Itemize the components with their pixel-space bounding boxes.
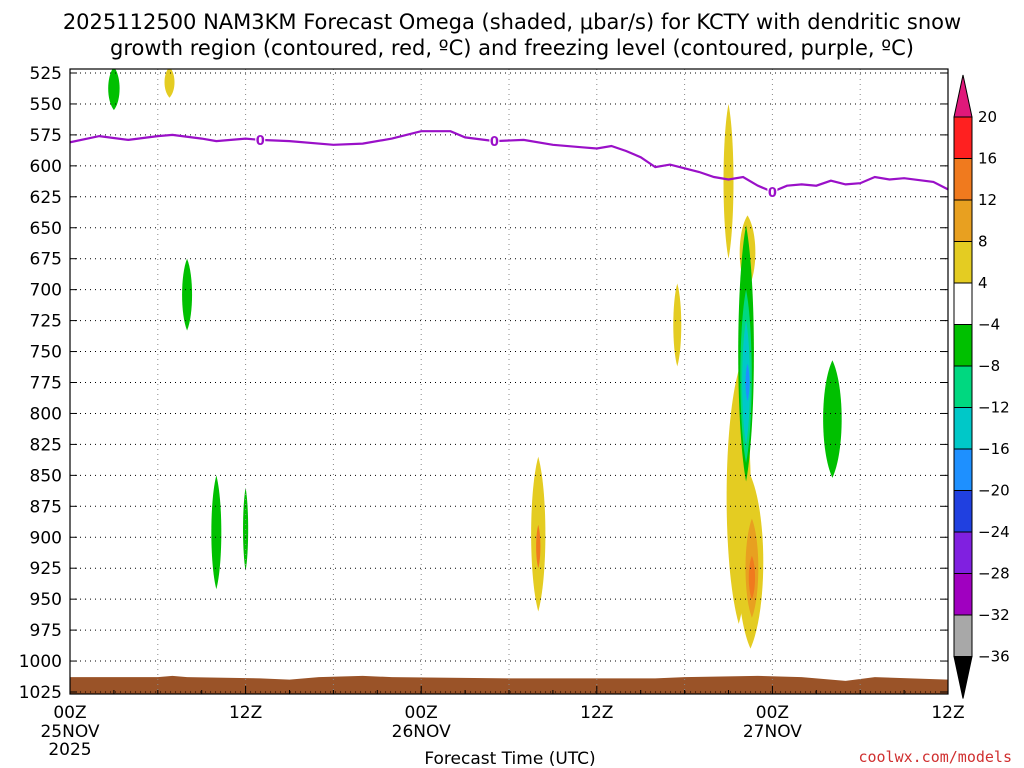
- plot-area: 0 0 0: [70, 69, 948, 694]
- y-tick-label-10: 775: [30, 374, 62, 394]
- omega-feature-2: [182, 258, 193, 331]
- x-tick-date-4: 27NOV: [743, 722, 802, 742]
- colorbar-label-13: −36: [978, 648, 1010, 666]
- credit-text: coolwx.com/models: [858, 748, 1012, 766]
- x-axis-label: Forecast Time (UTC): [424, 749, 595, 768]
- omega-feature-8: [723, 103, 734, 259]
- x-tick-date-0: 25NOV: [40, 722, 99, 742]
- y-tick-label-3: 600: [30, 157, 62, 177]
- axes: 525 550 575 600 625 650 675 700 725 750 775 800 825 8…: [19, 64, 965, 760]
- x-tick-label-4: 00Z: [756, 703, 789, 723]
- y-tick-label-18: 975: [30, 621, 62, 641]
- colorbar-label-1: 16: [978, 150, 997, 168]
- colorbar-swatch-5: [953, 324, 973, 367]
- y-tick-label-0: 525: [30, 64, 62, 84]
- colorbar-label-0: 20: [978, 108, 997, 126]
- x-tick-date-2: 26NOV: [392, 722, 451, 742]
- colorbar-swatch-4: [953, 282, 973, 325]
- freezing-level-line: [70, 130, 948, 193]
- colorbar-label-7: −12: [978, 399, 1010, 417]
- omega-feature-0: [108, 69, 120, 111]
- freezing-label-bg-1: [489, 133, 500, 150]
- y-tick-label-17: 950: [30, 590, 62, 610]
- colorbar-label-8: −16: [978, 440, 1010, 458]
- colorbar-swatch-2: [953, 199, 973, 242]
- colorbar-swatch-9: [953, 490, 973, 533]
- colorbar-label-2: 12: [978, 191, 997, 209]
- x-tick-label-1: 12Z: [229, 703, 262, 723]
- omega-feature-18: [823, 360, 842, 478]
- y-tick-label-14: 875: [30, 497, 62, 517]
- y-tick-label-9: 750: [30, 343, 62, 363]
- colorbar-swatch-12: [953, 614, 973, 657]
- x-tick-label-0: 00Z: [53, 703, 86, 723]
- colorbar-label-11: −28: [978, 565, 1010, 583]
- colorbar-arrow-top: [953, 74, 973, 118]
- colorbar-label-4: 4: [978, 274, 988, 292]
- colorbar-swatch-0: [953, 116, 973, 159]
- x-tick-label-5: 12Z: [931, 703, 964, 723]
- colorbar-label-6: −8: [978, 357, 1000, 375]
- omega-feature-6: [536, 524, 541, 569]
- y-tick-label-15: 900: [30, 528, 62, 548]
- freezing-level-label-2: 0: [768, 186, 777, 201]
- y-tick-label-2: 575: [30, 126, 62, 146]
- colorbar-swatch-1: [953, 158, 973, 201]
- colorbar-swatch-10: [953, 531, 973, 574]
- colorbar-swatch-8: [953, 448, 973, 491]
- y-tick-label-12: 825: [30, 435, 62, 455]
- omega-feature-1: [164, 69, 175, 98]
- omega-feature-13: [748, 555, 756, 600]
- colorbar-swatch-11: [953, 573, 973, 616]
- y-tick-label-6: 675: [30, 250, 62, 270]
- omega-colorbar: 20 16 12 8 4 −4 −8 −12 −16 −20 −24 −28 −32 −36: [953, 74, 1010, 699]
- colorbar-label-12: −32: [978, 606, 1010, 624]
- chart-title-line2: growth region (contoured, red, ºC) and f…: [110, 36, 914, 60]
- y-tick-label-8: 725: [30, 312, 62, 332]
- y-tick-label-16: 925: [30, 559, 62, 579]
- y-tick-label-11: 800: [30, 404, 62, 424]
- freezing-label-bg-2: [767, 183, 778, 200]
- x-tick-year-0: 2025: [48, 740, 91, 760]
- colorbar-swatch-3: [953, 241, 973, 284]
- x-tick-label-2: 00Z: [405, 703, 438, 723]
- y-tick-label-1: 550: [30, 95, 62, 115]
- colorbar-arrow-bottom: [953, 656, 973, 699]
- colorbar-swatch-6: [953, 365, 973, 408]
- colorbar-label-9: −20: [978, 482, 1010, 500]
- y-tick-label-7: 700: [30, 281, 62, 301]
- y-tick-label-13: 850: [30, 466, 62, 486]
- colorbar-label-3: 8: [978, 233, 988, 251]
- omega-feature-3: [211, 475, 222, 590]
- colorbar-label-10: −24: [978, 523, 1010, 541]
- colorbar-label-5: −4: [978, 316, 1000, 334]
- freezing-label-bg-0: [255, 131, 266, 148]
- colorbar-swatch-7: [953, 407, 973, 450]
- y-tick-label-20: 1025: [19, 683, 62, 703]
- chart-title-line1: 2025112500 NAM3KM Forecast Omega (shaded…: [63, 10, 961, 34]
- plot-frame: [69, 68, 949, 695]
- y-tick-label-5: 650: [30, 219, 62, 239]
- y-tick-label-19: 1000: [19, 652, 62, 672]
- omega-feature-7: [673, 283, 682, 367]
- omega-feature-17: [745, 363, 750, 402]
- freezing-level-label-1: 0: [490, 135, 499, 150]
- freezing-level-label-0: 0: [256, 134, 265, 149]
- y-tick-label-4: 625: [30, 188, 62, 208]
- x-tick-label-3: 12Z: [580, 703, 613, 723]
